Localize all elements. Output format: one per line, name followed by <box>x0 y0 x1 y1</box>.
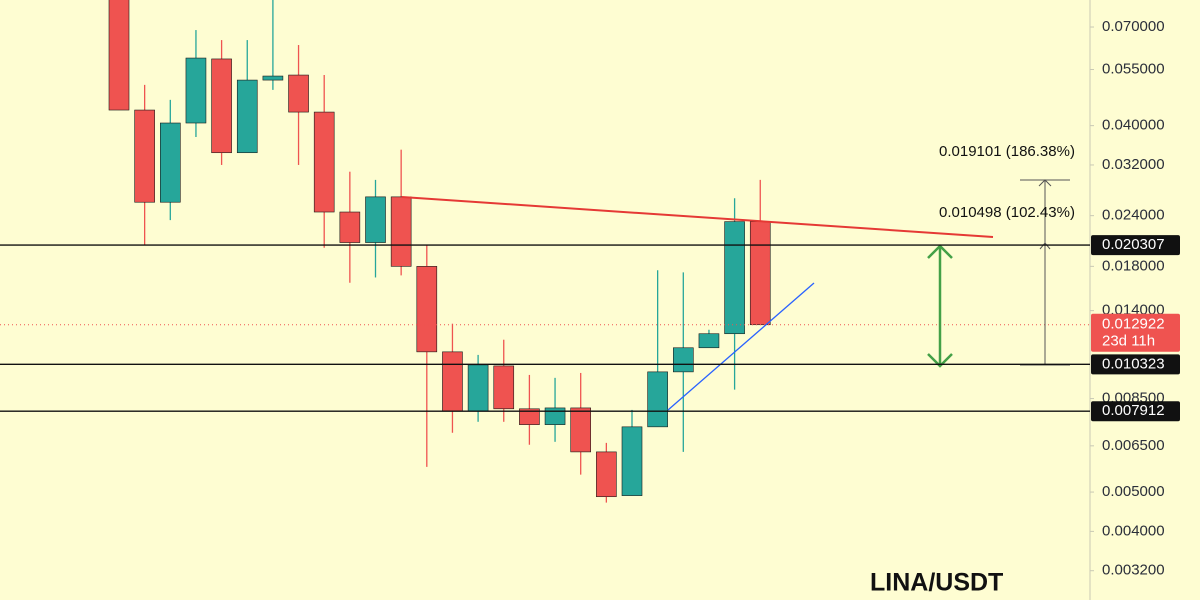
candle-body <box>365 196 386 243</box>
annotation: 0.010498 (102.43%) <box>939 204 1075 221</box>
price-level-label: 0.007912 <box>1102 402 1165 419</box>
candle-body <box>724 221 745 335</box>
y-tick-label: 0.005000 <box>1102 483 1165 500</box>
price-level-box <box>1091 354 1180 375</box>
candle-body <box>544 407 566 425</box>
candle-body <box>749 221 771 326</box>
y-tick-label: 0.024000 <box>1102 207 1165 224</box>
candle-body <box>185 57 207 124</box>
candle-body <box>236 79 258 154</box>
price-level-label: 0.020307 <box>1102 236 1165 253</box>
candle-body <box>211 58 232 154</box>
annotation: 0.019101 (186.38%) <box>939 143 1075 160</box>
candle-body <box>416 266 438 353</box>
candle-body <box>570 407 592 453</box>
y-tick-label: 0.032000 <box>1102 156 1165 173</box>
y-tick-label: 0.055000 <box>1102 60 1165 77</box>
price-level-box <box>1091 401 1180 422</box>
candle-body <box>134 109 155 203</box>
y-tick-label: 0.003200 <box>1102 562 1165 579</box>
candle-body <box>390 196 412 267</box>
candle-body <box>288 74 309 113</box>
candle-body <box>108 0 130 111</box>
candle-body <box>160 122 181 203</box>
last-price-box <box>1091 313 1180 352</box>
candle-body <box>596 451 617 498</box>
candle-body <box>621 426 643 496</box>
price-level-box <box>1091 235 1180 256</box>
last-price-label: 0.012922 <box>1102 316 1165 333</box>
candle-body <box>647 371 668 428</box>
candle-body <box>467 364 489 412</box>
candle-body <box>519 408 540 425</box>
y-tick-label: 0.040000 <box>1102 117 1165 134</box>
y-tick-label: 0.004000 <box>1102 522 1165 539</box>
candle-body <box>672 347 694 373</box>
resistance-trendline <box>401 196 994 238</box>
y-tick-label: 0.006500 <box>1102 437 1165 454</box>
candle-body <box>698 333 720 349</box>
chart-title: LINA/USDT <box>870 569 1003 597</box>
green-measure-arrow <box>927 244 953 368</box>
candle-body <box>313 111 335 213</box>
support-trendline <box>667 282 815 411</box>
candle-body <box>493 365 515 410</box>
y-tick-label: 0.018000 <box>1102 257 1165 274</box>
price-level-label: 0.010323 <box>1102 355 1165 372</box>
plot-area <box>0 0 1090 503</box>
countdown-label: 23d 11h <box>1102 333 1155 350</box>
candle-body <box>339 211 361 243</box>
candle-body <box>442 351 463 412</box>
candle-body <box>262 75 284 81</box>
y-tick-label: 0.070000 <box>1102 18 1165 35</box>
